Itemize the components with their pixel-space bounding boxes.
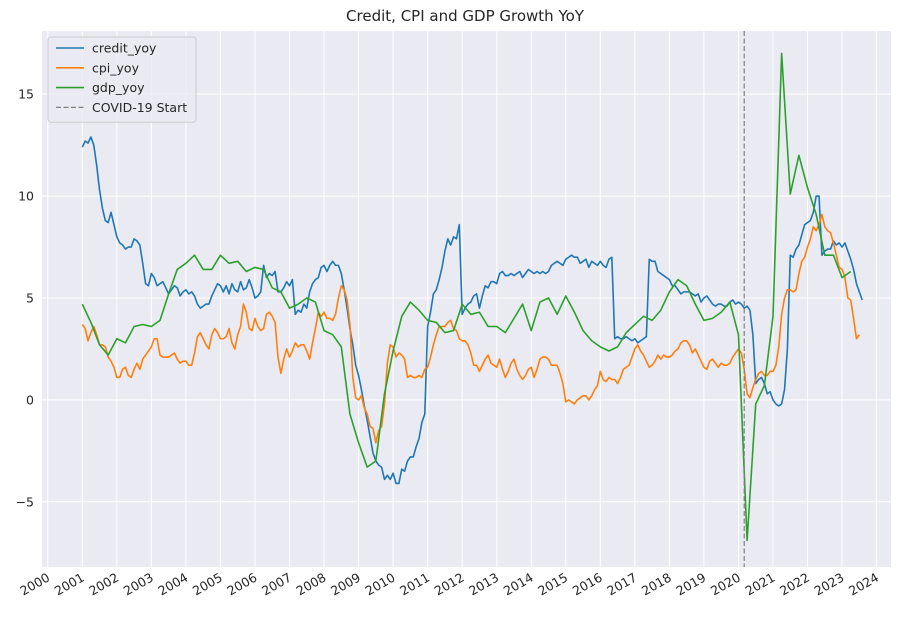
x-tick-label: 2001 — [52, 570, 87, 599]
x-tick-label: 2013 — [466, 570, 501, 599]
x-tick-label: 2002 — [86, 570, 121, 599]
legend-box — [47, 36, 197, 123]
x-tick-label: 2011 — [397, 570, 432, 599]
legend-label-covid-19-start: COVID-19 Start — [92, 100, 187, 115]
x-tick-label: 2005 — [190, 570, 225, 599]
series-line-credit-yoy — [81, 136, 863, 485]
x-tick-label: 2006 — [224, 570, 259, 599]
x-tick-label: 2007 — [259, 570, 294, 599]
legend-label-credit-yoy: credit_yoy — [92, 41, 157, 56]
y-tick-label: 5 — [26, 290, 34, 305]
legend-label-gdp-yoy: gdp_yoy — [92, 80, 145, 95]
x-axis: 2000 2001 2002 2003 2004 2005 2006 2007 2008 2009… — [17, 570, 881, 599]
x-tick-label: 2014 — [501, 570, 536, 599]
x-tick-label: 2012 — [432, 570, 467, 599]
y-tick-label: 0 — [26, 392, 34, 407]
y-tick-label: 10 — [18, 189, 34, 204]
y-tick-label: 15 — [18, 87, 34, 102]
x-tick-label: 2022 — [777, 570, 812, 599]
x-tick-label: 2015 — [535, 570, 570, 599]
legend: credit_yoy cpi_yoy gdp_yoy COVID-19 Start — [47, 36, 197, 123]
x-tick-label: 2008 — [293, 570, 328, 599]
x-tick-label: 2018 — [639, 570, 674, 599]
x-tick-label: 2004 — [155, 570, 190, 599]
x-tick-label: 2010 — [363, 570, 398, 599]
x-tick-label: 2017 — [604, 570, 639, 599]
x-tick-label: 2023 — [812, 570, 847, 599]
x-tick-label: 2019 — [673, 570, 708, 599]
x-tick-label: 2016 — [570, 570, 605, 599]
y-axis: −5 0 5 10 15 — [16, 87, 34, 510]
series-line-gdp-yoy — [81, 52, 852, 542]
legend-label-cpi-yoy: cpi_yoy — [92, 60, 140, 75]
x-tick-label: 2000 — [17, 570, 52, 599]
x-tick-label: 2020 — [708, 570, 743, 599]
x-tick-label: 2009 — [328, 570, 363, 599]
series-lines — [81, 52, 863, 542]
x-tick-label: 2024 — [846, 570, 881, 599]
series-line-cpi-yoy — [81, 213, 860, 444]
chart-title: Credit, CPI and GDP Growth YoY — [346, 7, 585, 25]
x-tick-label: 2021 — [742, 570, 777, 599]
y-tick-label: −5 — [16, 494, 34, 509]
x-tick-label: 2003 — [121, 570, 156, 599]
